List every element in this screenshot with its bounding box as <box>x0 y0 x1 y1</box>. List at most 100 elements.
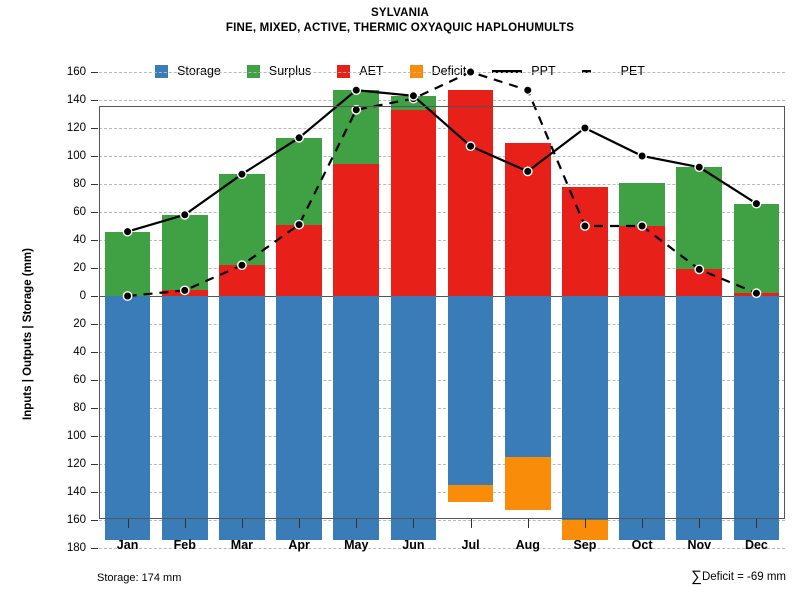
x-tick-mark <box>756 519 758 528</box>
bar-group-jan[interactable] <box>104 106 151 540</box>
legend-item-pet[interactable]: PET <box>581 64 645 78</box>
sigma-icon: ∑ <box>691 568 702 585</box>
y-tick-label: 40 <box>73 234 86 246</box>
x-tick-mark <box>584 519 586 528</box>
y-tick-label: 120 <box>66 122 86 134</box>
deficit-sum-text: Deficit = -69 mm <box>701 571 786 583</box>
y-tick-label: 0 <box>79 290 86 302</box>
legend-item-ppt[interactable]: PPT <box>492 64 556 78</box>
pet-line <box>127 70 757 298</box>
bar-group-aug[interactable] <box>504 106 551 519</box>
bar-group-mar[interactable] <box>219 106 265 540</box>
title-line-2: FINE, MIXED, ACTIVE, THERMIC OXYAQUIC HA… <box>225 22 575 34</box>
bar-segment-surplus <box>676 167 723 270</box>
x-tick-label-may: May <box>344 538 369 552</box>
x-tick-label-jun: Jun <box>402 538 425 552</box>
legend-label: Storage <box>177 64 221 78</box>
y-tick-label: 120 <box>66 458 86 470</box>
y-tick-label: 60 <box>73 206 86 218</box>
legend-item-aet[interactable]: AET <box>337 64 384 78</box>
ppt-marker <box>237 169 247 180</box>
bar-group-feb[interactable] <box>161 106 208 540</box>
x-tick-mark <box>470 519 472 528</box>
line-series-group <box>122 67 762 301</box>
storage-capacity-note: Storage: 174 mm <box>97 572 182 584</box>
y-tick-mark <box>91 548 98 549</box>
bar-segment-storage <box>104 296 151 540</box>
x-tick-mark <box>527 519 529 528</box>
y-tick-mark <box>91 492 98 493</box>
bar-segment-storage <box>676 296 723 540</box>
deficit-sum-note: ∑Deficit = -69 mm <box>691 568 786 585</box>
bar-segment-deficit <box>562 520 608 540</box>
bar-group-apr[interactable] <box>276 106 322 540</box>
bar-group-nov[interactable] <box>676 106 723 540</box>
bar-segment-surplus <box>104 231 151 296</box>
y-axis-title: Inputs | Outputs | Storage (mm) <box>22 248 34 420</box>
x-tick-label-nov: Nov <box>687 538 712 552</box>
ppt-marker <box>637 151 647 161</box>
y-tick-label: 100 <box>66 430 86 442</box>
title-line-1: SYLVANIA <box>370 7 430 19</box>
bar-segment-storage <box>390 296 437 540</box>
gridline <box>99 268 785 269</box>
bar-segment-storage <box>619 296 665 540</box>
gridline <box>99 156 785 157</box>
gridline <box>99 324 785 325</box>
gridline <box>99 128 785 129</box>
legend-item-deficit[interactable]: Deficit <box>409 64 466 78</box>
plot-area <box>91 67 785 549</box>
bar-segment-aet <box>562 186 608 296</box>
gridline <box>99 212 785 213</box>
bar-segment-storage <box>219 296 265 540</box>
y-tick-mark <box>91 72 98 73</box>
y-tick-mark <box>91 380 98 381</box>
y-tick-label: 40 <box>73 346 86 358</box>
pet-marker <box>751 288 762 299</box>
y-tick-mark <box>91 268 98 269</box>
legend-item-storage[interactable]: Storage <box>155 64 221 78</box>
bar-segment-storage <box>447 296 494 485</box>
legend-label: PET <box>620 64 645 78</box>
ppt-marker <box>580 123 590 133</box>
bar-segment-surplus <box>733 203 780 294</box>
y-tick-mark <box>91 464 98 465</box>
square-swatch <box>246 64 260 78</box>
bar-segment-storage <box>276 296 322 540</box>
bar-segment-aet <box>390 109 437 296</box>
ppt-marker <box>465 141 476 152</box>
y-tick-label: 160 <box>66 66 86 78</box>
bar-segment-deficit <box>447 485 494 502</box>
bar-group-oct[interactable] <box>619 106 665 540</box>
ppt-marker <box>122 226 133 237</box>
ppt-marker <box>522 166 533 177</box>
gridline <box>99 380 785 381</box>
bar-segment-storage <box>562 296 608 520</box>
bar-group-jun[interactable] <box>390 95 437 540</box>
bar-group-sep[interactable] <box>562 106 608 540</box>
ppt-marker <box>694 162 705 173</box>
bar-segment-aet <box>276 224 322 296</box>
x-tick-mark <box>413 519 415 528</box>
bar-segment-surplus <box>219 174 265 266</box>
pet-marker <box>351 104 362 115</box>
x-tick-mark <box>241 519 243 528</box>
x-tick-label-dec: Dec <box>744 538 768 552</box>
y-tick-mark <box>91 408 98 409</box>
legend-item-surplus[interactable]: Surplus <box>246 64 312 78</box>
ppt-marker <box>294 132 304 143</box>
square-swatch <box>155 64 169 78</box>
pet-marker <box>294 219 304 230</box>
gridline <box>99 72 785 73</box>
bar-segment-storage <box>733 296 780 540</box>
gridline <box>99 464 785 465</box>
bar-group-dec[interactable] <box>733 106 780 540</box>
x-tick-label-apr: Apr <box>288 538 310 552</box>
square-swatch <box>337 64 351 78</box>
bar-group-jul[interactable] <box>447 90 494 519</box>
gridline <box>99 100 785 101</box>
gridline <box>99 492 785 493</box>
legend-label: Surplus <box>268 64 312 78</box>
gridline <box>99 352 785 353</box>
